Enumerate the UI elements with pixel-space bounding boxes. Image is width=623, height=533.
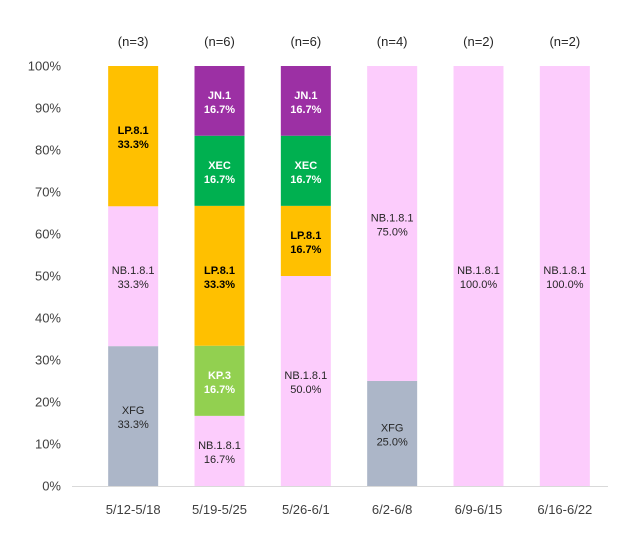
segment-variant-label: NB.1.8.1 [284, 370, 327, 382]
segment-percent-label: 100.0% [546, 279, 584, 291]
bar-segment-nb-1-8-1 [539, 66, 590, 486]
segment-percent-label: 33.3% [118, 279, 149, 291]
segment-percent-label: 33.3% [118, 419, 149, 431]
bar-segment-nb-1-8-1 [280, 276, 331, 486]
y-tick-label: 90% [35, 101, 61, 116]
segment-percent-label: 16.7% [290, 104, 321, 116]
segment-variant-label: NB.1.8.1 [371, 213, 414, 225]
sample-count-label: (n=2) [463, 34, 494, 49]
segment-variant-label: XEC [208, 160, 231, 172]
bar-segment-kp-3 [194, 345, 245, 416]
x-category-label: 6/2-6/8 [372, 502, 412, 517]
segment-variant-label: XFG [122, 405, 145, 417]
segment-percent-label: 50.0% [290, 384, 321, 396]
bar-segment-nb-1-8-1 [108, 206, 159, 347]
segment-percent-label: 16.7% [204, 174, 235, 186]
segment-percent-label: 33.3% [118, 139, 149, 151]
bar-segment-lp-8-1 [280, 205, 331, 276]
count-labels: (n=3) (n=6) (n=6) (n=4) (n=2) (n=2) [118, 34, 580, 49]
segment-variant-label: JN.1 [294, 90, 317, 102]
y-tick-label: 0% [42, 479, 61, 494]
bar-segment-xec [280, 135, 331, 206]
segment-percent-label: 16.7% [204, 384, 235, 396]
bar-segment-xfg [108, 346, 159, 486]
sample-count-label: (n=2) [549, 34, 580, 49]
sample-count-label: (n=6) [290, 34, 321, 49]
segment-percent-label: 16.7% [204, 104, 235, 116]
bars: XFG 33.3% NB.1.8.1 33.3% LP.8.1 33.3% NB.1.8.1… [108, 66, 590, 486]
segment-variant-label: JN.1 [208, 90, 231, 102]
segment-percent-label: 75.0% [377, 227, 408, 239]
x-axis: 5/12-5/18 5/19-5/25 5/26-6/1 6/2-6/8 6/9-6/1… [72, 486, 608, 517]
segment-variant-label: XEC [295, 160, 318, 172]
bar-segment-xfg [367, 381, 418, 486]
segment-variant-label: LP.8.1 [118, 125, 149, 137]
x-category-label: 5/12-5/18 [106, 502, 161, 517]
bar-segment-jn-1 [280, 66, 331, 136]
segment-percent-label: 33.3% [204, 279, 235, 291]
x-category-label: 6/16-6/22 [537, 502, 592, 517]
y-tick-label: 70% [35, 185, 61, 200]
sample-count-label: (n=6) [204, 34, 235, 49]
segment-variant-label: NB.1.8.1 [457, 265, 500, 277]
segment-variant-label: XFG [381, 423, 404, 435]
segment-percent-label: 16.7% [290, 244, 321, 256]
y-tick-label: 40% [35, 311, 61, 326]
bar-segment-lp-8-1 [108, 66, 159, 207]
x-category-label: 5/19-5/25 [192, 502, 247, 517]
segment-variant-label: LP.8.1 [290, 230, 321, 242]
bar-segment-lp-8-1 [194, 205, 245, 346]
segment-variant-label: NB.1.8.1 [198, 440, 241, 452]
sample-count-label: (n=3) [118, 34, 149, 49]
y-tick-label: 60% [35, 227, 61, 242]
segment-variant-label: KP.3 [208, 370, 231, 382]
segment-percent-label: 100.0% [460, 279, 498, 291]
bar-segment-nb-1-8-1 [453, 66, 504, 486]
y-tick-label: 20% [35, 395, 61, 410]
segment-variant-label: NB.1.8.1 [112, 265, 155, 277]
x-category-label: 6/9-6/15 [455, 502, 503, 517]
segment-variant-label: NB.1.8.1 [543, 265, 586, 277]
sample-count-label: (n=4) [377, 34, 408, 49]
bar-segment-jn-1 [194, 66, 245, 136]
bar-segment-nb-1-8-1 [367, 66, 418, 381]
x-category-label: 5/26-6/1 [282, 502, 330, 517]
y-tick-label: 30% [35, 353, 61, 368]
segment-variant-label: LP.8.1 [204, 265, 235, 277]
y-tick-label: 80% [35, 143, 61, 158]
segment-percent-label: 25.0% [377, 437, 408, 449]
y-axis: 0% 10% 20% 30% 40% 50% 60% 70% 80% 90% 100% [28, 59, 62, 494]
bar-segment-nb-1-8-1 [194, 415, 245, 486]
segment-percent-label: 16.7% [290, 174, 321, 186]
y-tick-label: 10% [35, 437, 61, 452]
y-tick-label: 100% [28, 59, 62, 74]
bar-segment-xec [194, 135, 245, 206]
segment-percent-label: 16.7% [204, 454, 235, 466]
y-tick-label: 50% [35, 269, 61, 284]
